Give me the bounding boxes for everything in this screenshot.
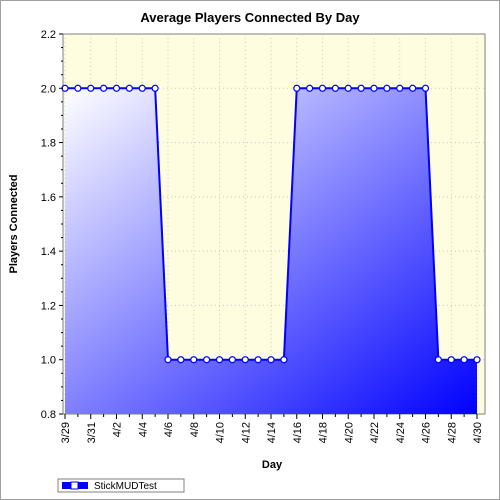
- y-tick-label: 1.2: [41, 300, 56, 312]
- x-tick-label: 4/18: [318, 422, 330, 443]
- data-point: [357, 84, 365, 92]
- data-point: [215, 356, 224, 364]
- x-tick-label: 4/10: [215, 422, 227, 443]
- x-tick-label: 4/16: [292, 422, 304, 443]
- x-tick-label: 4/30: [472, 422, 484, 443]
- data-point: [241, 356, 249, 364]
- y-tick-label: 2.2: [41, 29, 56, 41]
- y-axis-title: Players Connected: [8, 174, 20, 273]
- data-point: [100, 84, 108, 92]
- legend-label: StickMUDTest: [94, 481, 157, 492]
- x-tick-label: 3/29: [60, 422, 72, 443]
- data-point: [112, 84, 121, 92]
- data-point: [228, 356, 236, 364]
- data-point: [396, 84, 404, 92]
- x-tick-label: 4/4: [137, 422, 149, 437]
- x-tick-label: 4/22: [369, 422, 381, 443]
- y-axis-ticks: 0.8 1.0 1.2 1.4 1.6 1.8 2.0 2.2: [41, 29, 63, 421]
- y-tick-label: 1.4: [41, 246, 56, 258]
- legend: StickMUDTest: [57, 478, 185, 493]
- chart-title: Average Players Connected By Day: [140, 10, 360, 25]
- data-point: [74, 84, 82, 92]
- series-points: [61, 84, 481, 364]
- data-point: [370, 84, 378, 92]
- x-tick-label: 4/12: [240, 422, 252, 443]
- x-tick-label: 4/24: [395, 422, 407, 443]
- data-point: [267, 356, 275, 364]
- y-tick-label: 1.8: [41, 138, 56, 150]
- x-tick-label: 4/8: [189, 422, 201, 437]
- data-point: [318, 84, 327, 92]
- legend-box: [57, 478, 185, 493]
- x-tick-label: 3/31: [86, 422, 98, 443]
- y-tick-label: 0.8: [41, 409, 56, 421]
- data-point: [460, 356, 468, 364]
- data-point: [344, 84, 352, 92]
- data-point: [473, 356, 481, 364]
- data-point: [190, 356, 198, 364]
- y-tick-label: 1.6: [41, 192, 56, 204]
- data-point: [177, 356, 185, 364]
- data-point: [383, 84, 391, 92]
- x-tick-label: 4/2: [112, 422, 124, 437]
- y-tick-label: 2.0: [41, 83, 56, 95]
- x-tick-label: 4/26: [421, 422, 433, 443]
- x-tick-label: 4/28: [446, 422, 458, 443]
- data-point: [280, 356, 288, 364]
- data-point: [138, 84, 146, 92]
- data-point: [203, 356, 211, 364]
- x-tick-label: 4/14: [266, 422, 278, 443]
- x-axis-ticks: 3/29 3/31 4/2 4/4 4/6 4/8 4/10 4/12 4/14 4/16 4/18…: [60, 414, 484, 443]
- data-point: [87, 84, 95, 92]
- x-axis-title: Day: [262, 459, 283, 471]
- data-point: [254, 356, 262, 364]
- data-point: [434, 356, 442, 364]
- data-point: [125, 84, 133, 92]
- data-point: [164, 356, 172, 364]
- data-point: [421, 84, 430, 92]
- data-point: [447, 356, 455, 364]
- series-area-fill: [65, 88, 477, 415]
- legend-marker: [70, 481, 79, 490]
- data-point: [151, 84, 159, 92]
- data-point: [409, 84, 417, 92]
- x-tick-label: 4/6: [163, 422, 175, 437]
- data-point: [331, 84, 339, 92]
- x-tick-label: 4/20: [343, 422, 355, 443]
- data-point: [293, 84, 301, 92]
- data-point: [306, 84, 314, 92]
- y-tick-label: 1.0: [41, 355, 56, 367]
